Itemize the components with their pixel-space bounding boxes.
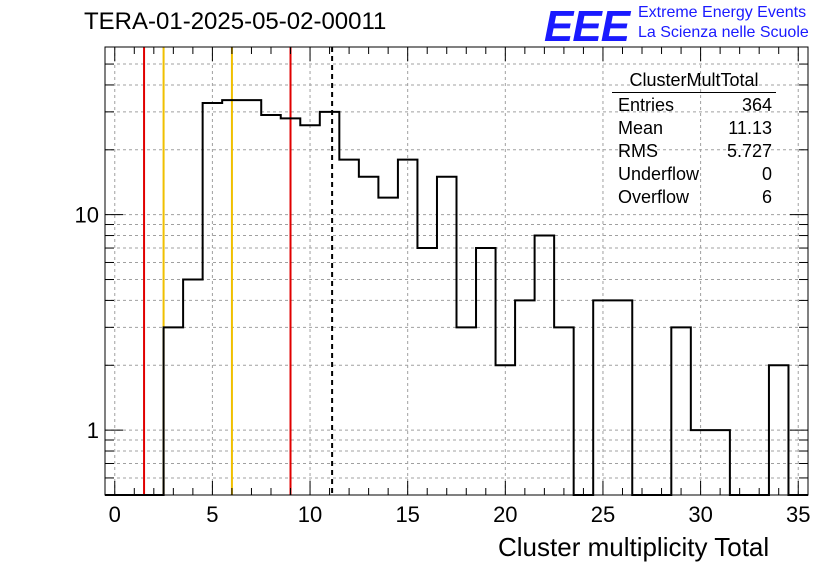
stats-row-rms: RMS 5.727 [612, 140, 776, 163]
x-tick-label: 20 [493, 502, 517, 527]
stats-value: 5.727 [726, 141, 772, 161]
y-tick-label: 10 [75, 203, 99, 228]
x-tick-label: 25 [591, 502, 615, 527]
stats-value: 364 [741, 95, 772, 115]
stats-value: 6 [761, 187, 772, 207]
stats-label: RMS [618, 141, 658, 161]
x-tick-label: 0 [109, 502, 121, 527]
stats-value: 0 [761, 164, 772, 184]
y-tick-label: 1 [87, 418, 99, 443]
x-tick-label: 35 [786, 502, 810, 527]
x-axis-title: Cluster multiplicity Total [498, 532, 770, 562]
axes: 0 5 10 15 20 25 30 35 1 10 [75, 46, 810, 527]
plot-frame [104, 46, 809, 496]
stats-title: ClusterMultTotal [612, 70, 776, 93]
logo-text-line2: La Scienza nelle Scuole [638, 24, 809, 41]
stats-box: ClusterMultTotal Entries 364 Mean 11.13 … [612, 70, 776, 209]
chart-title: TERA-01-2025-05-02-00011 [84, 8, 387, 35]
stats-label: Entries [618, 95, 675, 115]
x-tick-label: 30 [688, 502, 712, 527]
eee-logo: EEE [544, 2, 630, 51]
stats-label: Overflow [618, 187, 690, 207]
x-tick-label: 10 [298, 502, 322, 527]
stats-label: Mean [618, 118, 664, 138]
stats-row-overflow: Overflow 6 [612, 186, 776, 209]
stats-label: Underflow [618, 164, 700, 184]
x-tick-label: 15 [395, 502, 419, 527]
histogram-series [105, 99, 808, 496]
reference-lines [143, 47, 334, 495]
stats-row-mean: Mean 11.13 [612, 117, 776, 140]
histogram-line [105, 99, 808, 496]
stats-row-underflow: Underflow 0 [612, 163, 776, 186]
logo-text-line1: Extreme Energy Events [638, 4, 807, 21]
stats-value: 11.13 [728, 118, 772, 138]
grid [105, 46, 808, 496]
x-tick-label: 5 [206, 502, 218, 527]
stats-row-entries: Entries 364 [612, 94, 776, 117]
